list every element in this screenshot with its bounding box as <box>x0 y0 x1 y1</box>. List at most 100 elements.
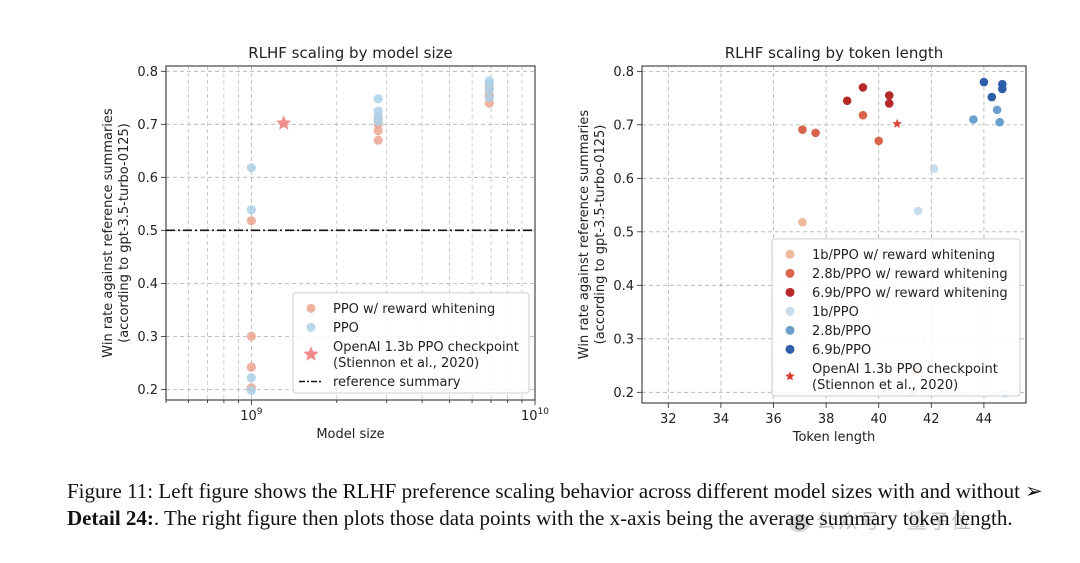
data-point <box>246 205 256 215</box>
data-point <box>884 91 894 100</box>
x-tick-label: 34 <box>713 412 730 427</box>
data-point <box>811 128 820 138</box>
y-axis-label-line1: Win rate against reference summaries <box>577 110 592 360</box>
caption-part1: Figure 11: Left figure shows the RLHF pr… <box>67 479 1026 503</box>
watermark: 公众号 · 量子位 <box>788 505 973 534</box>
series-3 <box>276 115 292 130</box>
data-point <box>913 206 923 216</box>
x-tick-label: 42 <box>923 412 940 427</box>
y-tick-label: 0.2 <box>137 383 158 398</box>
data-point <box>798 217 807 227</box>
y-axis-label-line2: (according to gpt-3.5-turbo-0125) <box>593 125 608 345</box>
legend: 1b/PPO w/ reward whitening 2.8b/PPO w/ re… <box>771 238 1021 397</box>
chart-2: 0.2 0.3 0.4 0.5 0.6 0.7 0.8 32 34 36 38 40 42 44 RLHF … <box>577 44 1027 445</box>
chart-1: 0.2 0.3 0.4 0.5 0.6 0.7 0.8 109 1010 RLHF scaling… <box>101 44 549 442</box>
y-tick-label: 0.5 <box>137 224 158 239</box>
legend-label: OpenAI 1.3b PPO checkpoint <box>812 362 998 377</box>
data-point <box>246 331 256 341</box>
data-point <box>246 362 256 372</box>
series-5 <box>969 105 1004 127</box>
data-point <box>373 135 383 145</box>
data-point <box>969 115 978 124</box>
data-point <box>995 117 1004 127</box>
series-3 <box>842 83 894 108</box>
data-point <box>246 385 256 396</box>
legend-marker <box>785 325 795 335</box>
legend-marker <box>785 287 795 297</box>
data-point <box>246 163 256 173</box>
y-tick-label: 0.6 <box>137 171 158 186</box>
data-point <box>246 216 256 226</box>
data-point <box>987 92 997 102</box>
data-point <box>998 84 1007 94</box>
watermark-text: 公众号 · 量子位 <box>816 509 974 533</box>
data-point <box>373 117 383 127</box>
x-tick-label: 38 <box>818 412 835 427</box>
legend-label: PPO w/ reward whitening <box>333 302 495 317</box>
legend-box <box>292 292 530 394</box>
data-point <box>373 94 383 104</box>
legend-label: 1b/PPO w/ reward whitening <box>812 248 995 263</box>
legend-label: 6.9b/PPO <box>812 343 871 358</box>
legend-marker <box>785 249 795 259</box>
y-tick-label: 0.2 <box>613 386 634 401</box>
y-axis-label-line2: (according to gpt-3.5-turbo-0125) <box>117 123 132 343</box>
legend: PPO w/ reward whitening PPO OpenAI 1.3b PP… <box>292 292 530 394</box>
data-point <box>992 105 1002 115</box>
y-tick-label: 0.3 <box>613 332 634 347</box>
legend-marker <box>785 306 795 316</box>
legend-marker-star <box>303 346 319 361</box>
data-point <box>484 85 494 95</box>
data-point <box>929 164 939 174</box>
chart-title: RLHF scaling by model size <box>248 44 453 62</box>
data-point <box>842 96 852 106</box>
x-tick-label: 109 <box>240 407 263 424</box>
y-tick-label: 0.4 <box>613 279 634 294</box>
chart-title: RLHF scaling by token length <box>725 44 944 62</box>
x-axis-label: Token length <box>792 430 876 445</box>
y-tick-label: 0.8 <box>137 65 158 80</box>
data-point <box>246 373 256 383</box>
legend-marker <box>306 322 316 332</box>
series-2 <box>798 110 884 146</box>
caption-arrow-icon: ➢ <box>1025 479 1043 503</box>
legend-box <box>771 238 1021 397</box>
y-tick-label: 0.7 <box>137 118 158 133</box>
y-tick-label: 0.8 <box>613 65 634 80</box>
data-point <box>874 136 884 146</box>
data-point <box>884 99 894 108</box>
figure-canvas: 0.2 0.3 0.4 0.5 0.6 0.7 0.8 109 1010 RLHF scaling… <box>101 44 1027 445</box>
legend-label: 2.8b/PPO <box>812 324 871 339</box>
legend-marker <box>306 303 316 313</box>
y-axis-label-line1: Win rate against reference summaries <box>101 108 116 358</box>
plot-frame <box>641 65 1027 404</box>
y-tick-label: 0.5 <box>613 225 634 240</box>
data-point <box>979 77 989 87</box>
x-tick-label: 36 <box>765 412 782 427</box>
series-7 <box>892 118 902 128</box>
legend-label: OpenAI 1.3b PPO checkpoint <box>333 340 519 355</box>
x-tick-label: 1010 <box>521 407 549 424</box>
legend-marker <box>785 268 795 278</box>
legend-label-line2: (Stiennon et al., 2020) <box>812 378 958 393</box>
data-point <box>858 110 868 120</box>
data-point <box>373 126 383 136</box>
data-point-star <box>276 115 292 130</box>
series-2 <box>246 76 494 396</box>
y-tick-label: 0.4 <box>137 277 158 292</box>
data-point <box>798 125 807 134</box>
data-point-star <box>892 118 902 128</box>
caption-part2: . The right figure then plots those data… <box>153 506 1013 530</box>
y-tick-label: 0.3 <box>137 330 158 345</box>
x-tick-label: 40 <box>870 412 887 427</box>
x-axis-label: Model size <box>316 427 384 442</box>
legend-label: 2.8b/PPO w/ reward whitening <box>812 267 1008 282</box>
figure-caption: Figure 11: Left figure shows the RLHF pr… <box>67 478 1062 532</box>
x-tick-label: 32 <box>660 412 677 427</box>
y-tick-label: 0.7 <box>613 118 634 133</box>
data-point <box>484 93 494 103</box>
legend-label: 6.9b/PPO w/ reward whitening <box>812 286 1008 301</box>
plot-frame <box>165 65 536 401</box>
legend-label-line2: (Stiennon et al., 2020) <box>333 356 479 371</box>
caption-bold: Detail 24: <box>67 506 154 530</box>
